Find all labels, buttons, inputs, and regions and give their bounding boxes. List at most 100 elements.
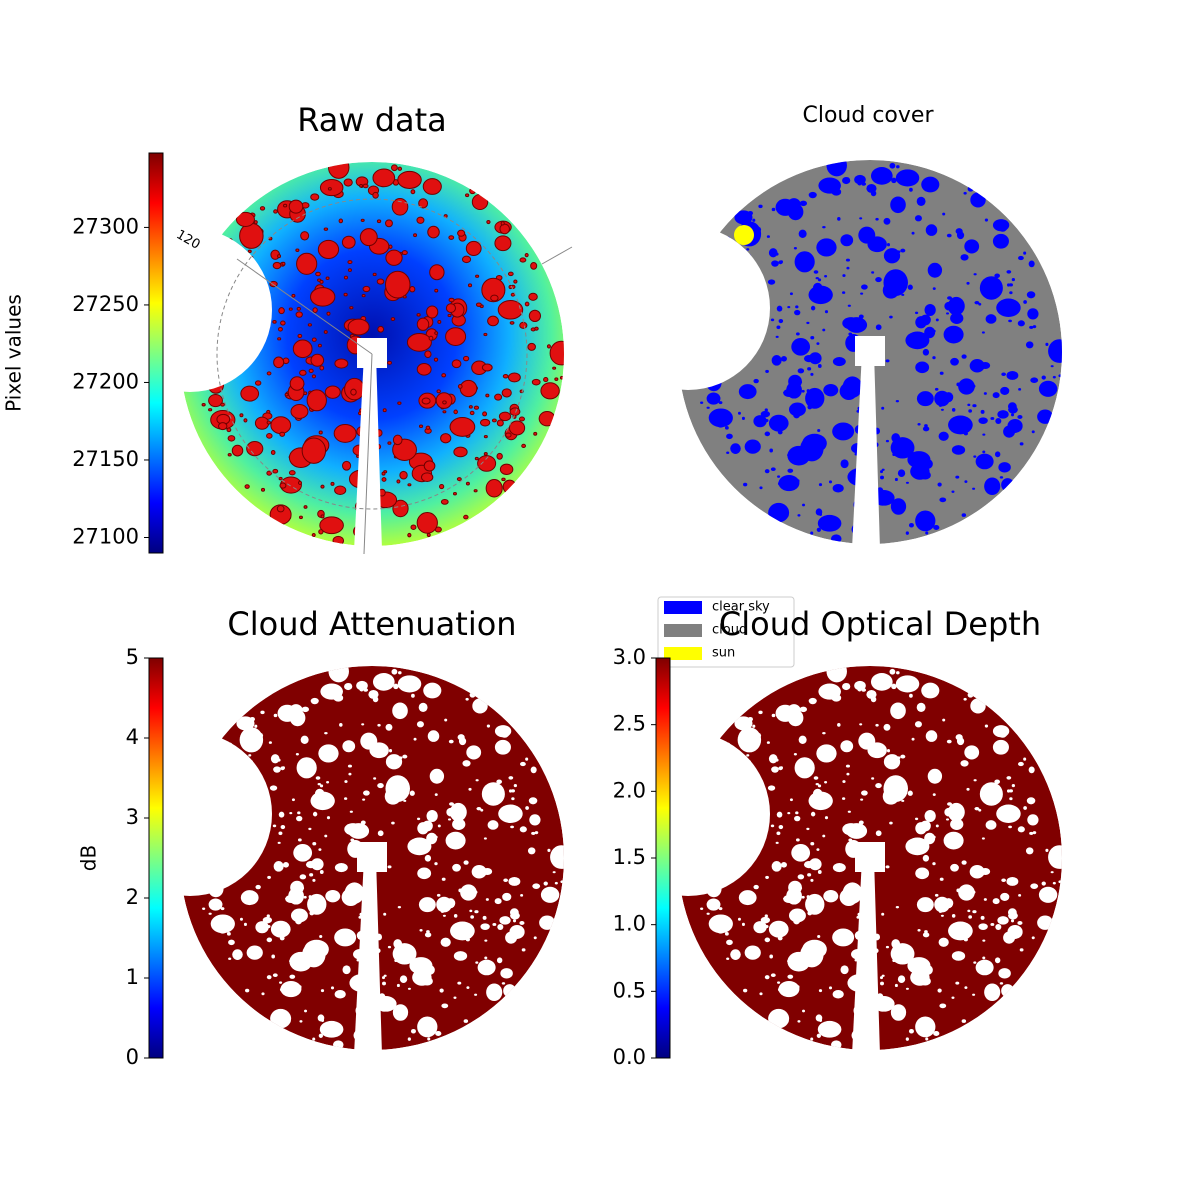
sky-blob (424, 932, 432, 938)
sky-blob (269, 785, 278, 791)
sky-blob (413, 233, 418, 238)
sky-blob (239, 917, 243, 921)
sky-blob (1008, 405, 1018, 414)
sky-blob (272, 320, 277, 324)
sky-blob (746, 248, 750, 251)
sky-blob (896, 165, 900, 169)
sky-blob (220, 402, 225, 407)
sky-blob (511, 797, 515, 801)
sky-blob (297, 811, 301, 815)
sky-blob (418, 702, 428, 712)
sky-blob (795, 838, 800, 842)
sky-blob (388, 244, 393, 249)
sky-blob (525, 806, 529, 810)
sky-blob (776, 831, 781, 836)
sky-blob (227, 453, 232, 457)
sky-blob (895, 905, 900, 909)
sky-blob (531, 831, 536, 835)
sky-blob (343, 275, 349, 280)
sky-blob (349, 306, 354, 310)
sky-blob (283, 708, 287, 711)
sky-blob (1029, 325, 1034, 329)
sky-blob (1017, 826, 1025, 833)
sky-blob (362, 798, 366, 801)
sky-blob (1018, 893, 1022, 897)
sky-blob (842, 797, 846, 800)
sky-blob (259, 206, 266, 211)
sky-blob (922, 932, 930, 938)
sky-blob (890, 498, 907, 515)
sky-blob (810, 531, 814, 535)
sky-blob (547, 848, 551, 852)
sky-blob (434, 793, 438, 796)
sky-blob (434, 288, 439, 293)
sky-blob (988, 293, 997, 299)
sky-blob (920, 901, 929, 908)
sky-blob (323, 330, 328, 334)
sky-blob (783, 391, 787, 394)
sky-blob (334, 485, 347, 495)
sky-blob (469, 410, 475, 416)
sky-blob (776, 305, 783, 312)
sky-blob (435, 1030, 442, 1037)
sky-blob (895, 675, 920, 693)
sky-blob (323, 227, 329, 231)
sky-blob (469, 909, 473, 913)
sky-blob (787, 306, 791, 309)
sky-blob (424, 350, 432, 359)
sky-blob (970, 192, 986, 208)
colorbar-tick-label: 2.5 (613, 712, 646, 736)
sky-blob (381, 471, 386, 476)
sky-blob (961, 1019, 967, 1023)
panel: Cloud Optical Depth 0.0 0.5 1.0 1.5 2.0 2.5 3.0 (606, 605, 1062, 1069)
sky-blob (341, 235, 356, 249)
sky-blob (260, 710, 265, 715)
sky-blob (1019, 948, 1024, 952)
sky-blob (837, 723, 841, 727)
panel-title: Cloud Attenuation (227, 605, 516, 643)
sky-blob (442, 400, 447, 405)
sky-blob (946, 739, 952, 744)
sky-blob (1017, 320, 1025, 327)
sky-blob (932, 793, 936, 796)
sky-blob (738, 384, 757, 400)
sky-blob (940, 904, 945, 908)
sky-blob (777, 475, 781, 478)
sky-blob (289, 974, 296, 979)
sky-blob (315, 776, 321, 780)
sky-blob (474, 993, 478, 996)
colorbar-tick-label: 27100 (72, 524, 139, 548)
sky-blob (291, 798, 295, 802)
sky-blob (938, 937, 949, 947)
sky-blob (885, 439, 889, 443)
sky-blob (475, 302, 482, 307)
colorbar-label: Pixel values (2, 294, 26, 412)
sky-blob (737, 727, 762, 753)
sky-blob (208, 912, 212, 915)
sky-blob (960, 254, 969, 261)
sky-blob (518, 416, 525, 422)
sky-blob (789, 292, 793, 296)
sky-blob (402, 295, 407, 299)
sky-blob (324, 731, 328, 735)
sky-blob (482, 915, 487, 920)
sky-blob (861, 688, 867, 692)
sky-blob (883, 775, 908, 802)
sky-blob (470, 915, 475, 919)
sky-blob (817, 784, 822, 788)
sky-blob (726, 939, 733, 946)
sky-blob (979, 782, 1003, 806)
sky-blob (486, 724, 491, 728)
sky-blob (818, 989, 823, 993)
sky-blob (759, 486, 763, 490)
sky-blob (457, 734, 465, 741)
sky-blob (896, 671, 900, 675)
sky-blob (943, 325, 964, 344)
sky-blob (320, 683, 343, 700)
sky-blob (842, 291, 846, 294)
sky-blob (951, 951, 966, 961)
sky-blob (1018, 387, 1022, 391)
sky-blob (407, 483, 412, 487)
sky-blob (396, 983, 400, 988)
sky-blob (283, 203, 288, 208)
